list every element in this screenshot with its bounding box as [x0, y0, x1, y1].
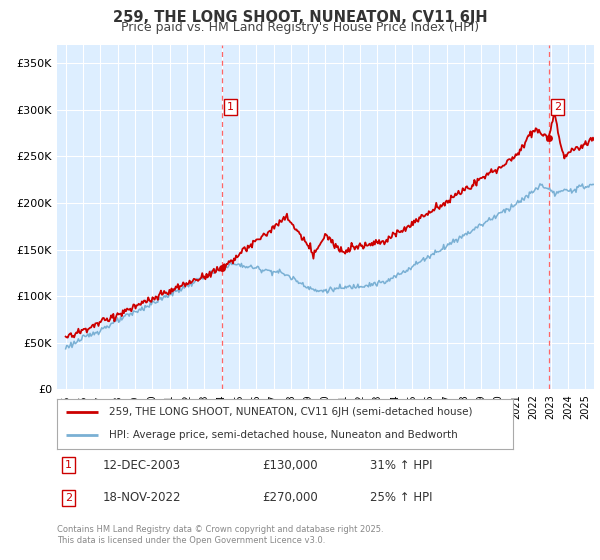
Text: 259, THE LONG SHOOT, NUNEATON, CV11 6JH: 259, THE LONG SHOOT, NUNEATON, CV11 6JH — [113, 10, 487, 25]
Text: 1: 1 — [65, 460, 72, 470]
Text: 1: 1 — [227, 102, 234, 112]
Text: 259, THE LONG SHOOT, NUNEATON, CV11 6JH (semi-detached house): 259, THE LONG SHOOT, NUNEATON, CV11 6JH … — [109, 407, 473, 417]
Text: 25% ↑ HPI: 25% ↑ HPI — [370, 491, 433, 505]
Text: £130,000: £130,000 — [262, 459, 318, 472]
Text: Price paid vs. HM Land Registry's House Price Index (HPI): Price paid vs. HM Land Registry's House … — [121, 21, 479, 34]
Text: 12-DEC-2003: 12-DEC-2003 — [103, 459, 181, 472]
Text: HPI: Average price, semi-detached house, Nuneaton and Bedworth: HPI: Average price, semi-detached house,… — [109, 430, 458, 440]
Text: £270,000: £270,000 — [262, 491, 318, 505]
Text: 18-NOV-2022: 18-NOV-2022 — [103, 491, 181, 505]
Text: 2: 2 — [554, 102, 561, 112]
Text: Contains HM Land Registry data © Crown copyright and database right 2025.
This d: Contains HM Land Registry data © Crown c… — [57, 525, 383, 545]
Text: 2: 2 — [65, 493, 72, 503]
Text: 31% ↑ HPI: 31% ↑ HPI — [370, 459, 433, 472]
